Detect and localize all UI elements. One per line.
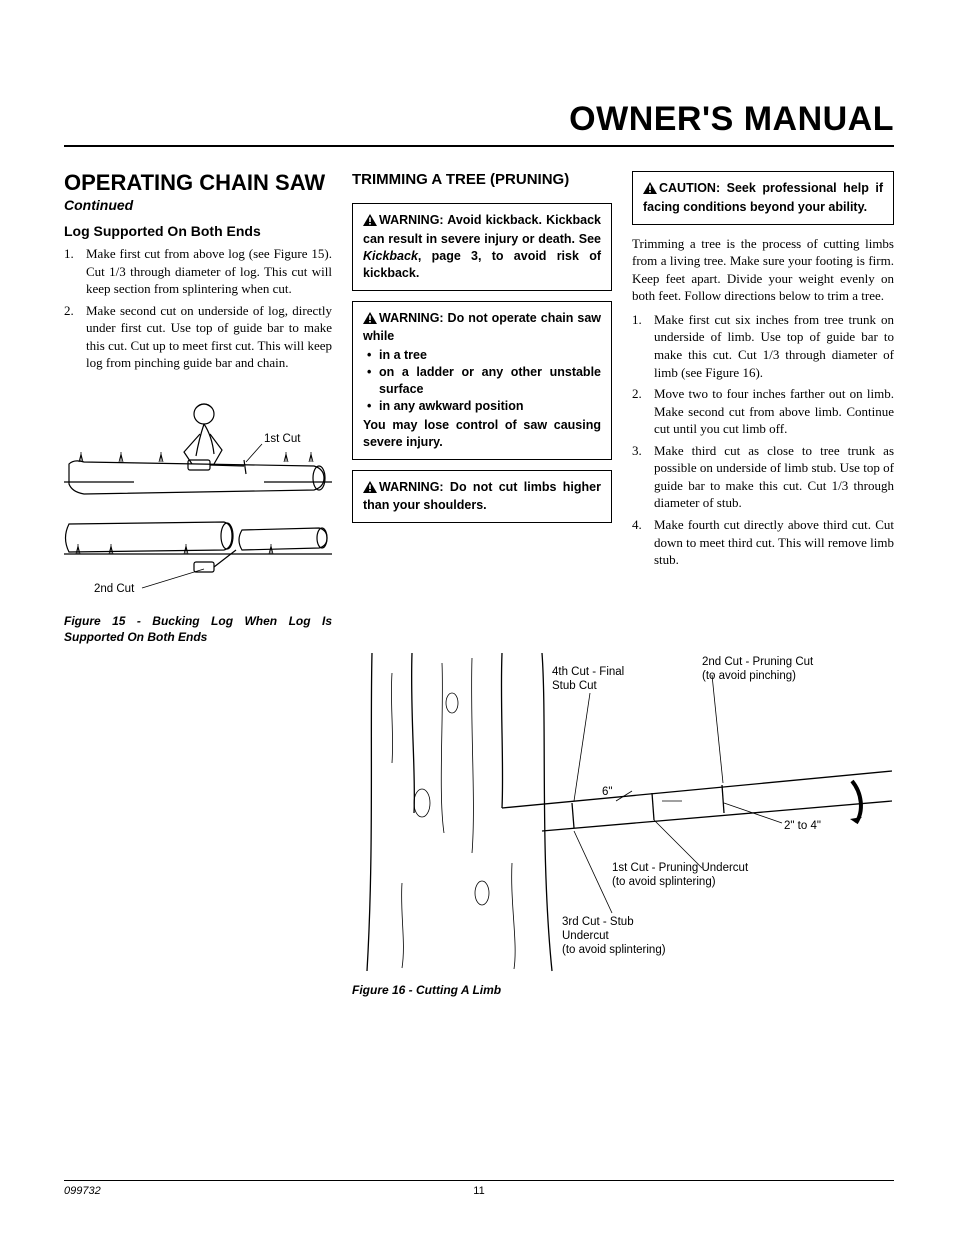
log-step-2: Make second cut on underside of log, dir… xyxy=(64,302,332,372)
warn2-item-1: in a tree xyxy=(367,347,601,364)
figure-15: 1st Cut xyxy=(64,384,332,645)
warn2-lead: WARNING: Do not operate chain saw while xyxy=(363,311,601,344)
warning-icon xyxy=(643,182,657,199)
trim-step-2: Move two to four inches farther out on l… xyxy=(632,385,894,438)
trim-step-3: Make third cut as close to tree trunk as… xyxy=(632,442,894,512)
figure-16-svg: 2nd Cut - Pruning Cut (to avoid pinching… xyxy=(352,653,892,973)
trim-step-1: Make first cut six inches from tree trun… xyxy=(632,311,894,381)
trimming-heading: TRIMMING A TREE (PRUNING) xyxy=(352,171,612,189)
warning-shoulders: WARNING: Do not cut limbs higher than yo… xyxy=(352,470,612,524)
warning-icon xyxy=(363,214,377,231)
warn1-ref: Kickback xyxy=(363,249,418,263)
fig16-label-3rd-c: (to avoid splintering) xyxy=(562,944,666,956)
page-footer: 099732 11 xyxy=(64,1180,894,1197)
warn2-item-2: on a ladder or any other unstable surfac… xyxy=(367,364,601,398)
warning-kickback: WARNING: Avoid kickback. Kickback can re… xyxy=(352,203,612,291)
fig16-label-2nd-b: (to avoid pinching) xyxy=(702,670,796,682)
content-columns: OPERATING CHAIN SAW Continued Log Suppor… xyxy=(64,171,894,645)
warn2-tail: You may lose control of saw causing seve… xyxy=(363,418,601,449)
figure-15-svg: 1st Cut xyxy=(64,384,332,604)
trim-step-4: Make fourth cut directly above third cut… xyxy=(632,516,894,569)
column-3: CAUTION: Seek professional help if facin… xyxy=(632,171,894,645)
page-number: 11 xyxy=(473,1185,484,1197)
fig16-caption: Figure 16 - Cutting A Limb xyxy=(352,983,892,999)
fig16-label-6in: 6" xyxy=(602,786,612,798)
fig16-label-4th-b: Stub Cut xyxy=(552,680,598,692)
fig16-label-4th-a: 4th Cut - Final xyxy=(552,666,624,678)
warning-operate: WARNING: Do not operate chain saw while … xyxy=(352,301,612,460)
continued-label: Continued xyxy=(64,197,332,213)
log-step-1: Make first cut from above log (see Figur… xyxy=(64,245,332,298)
fig16-label-3rd-a: 3rd Cut - Stub xyxy=(562,916,634,928)
fig16-label-3rd-b: Undercut xyxy=(562,930,609,942)
figure-16: 2nd Cut - Pruning Cut (to avoid pinching… xyxy=(352,653,892,999)
caution-text: CAUTION: Seek professional help if facin… xyxy=(643,181,883,214)
warn2-list: in a tree on a ladder or any other unsta… xyxy=(363,347,601,415)
warn3-text: WARNING: Do not cut limbs higher than yo… xyxy=(363,480,601,513)
fig15-label-1st: 1st Cut xyxy=(264,433,301,445)
fig15-caption: Figure 15 - Bucking Log When Log Is Supp… xyxy=(64,614,332,645)
fig16-label-2to4: 2" to 4" xyxy=(784,820,821,832)
page-title: Owner's Manual xyxy=(64,100,894,147)
warning-icon xyxy=(363,312,377,329)
fig16-label-1st-a: 1st Cut - Pruning Undercut xyxy=(612,862,749,874)
column-2: TRIMMING A TREE (PRUNING) WARNING: Avoid… xyxy=(352,171,612,645)
fig16-label-1st-b: (to avoid splintering) xyxy=(612,876,716,888)
warning-icon xyxy=(363,481,377,498)
fig16-label-2nd-a: 2nd Cut - Pruning Cut xyxy=(702,656,814,668)
section-heading: OPERATING CHAIN SAW xyxy=(64,171,332,195)
caution-box: CAUTION: Seek professional help if facin… xyxy=(632,171,894,225)
trimming-steps: Make first cut six inches from tree trun… xyxy=(632,311,894,569)
trimming-intro: Trimming a tree is the process of cuttin… xyxy=(632,235,894,305)
warn1-lead: WARNING: Avoid kickback. Kickback can re… xyxy=(363,213,601,246)
log-heading: Log Supported On Both Ends xyxy=(64,223,332,239)
warn2-item-3: in any awkward position xyxy=(367,398,601,415)
log-steps: Make first cut from above log (see Figur… xyxy=(64,245,332,372)
doc-number: 099732 xyxy=(64,1185,101,1197)
column-1: OPERATING CHAIN SAW Continued Log Suppor… xyxy=(64,171,332,645)
fig15-label-2nd: 2nd Cut xyxy=(94,583,135,595)
